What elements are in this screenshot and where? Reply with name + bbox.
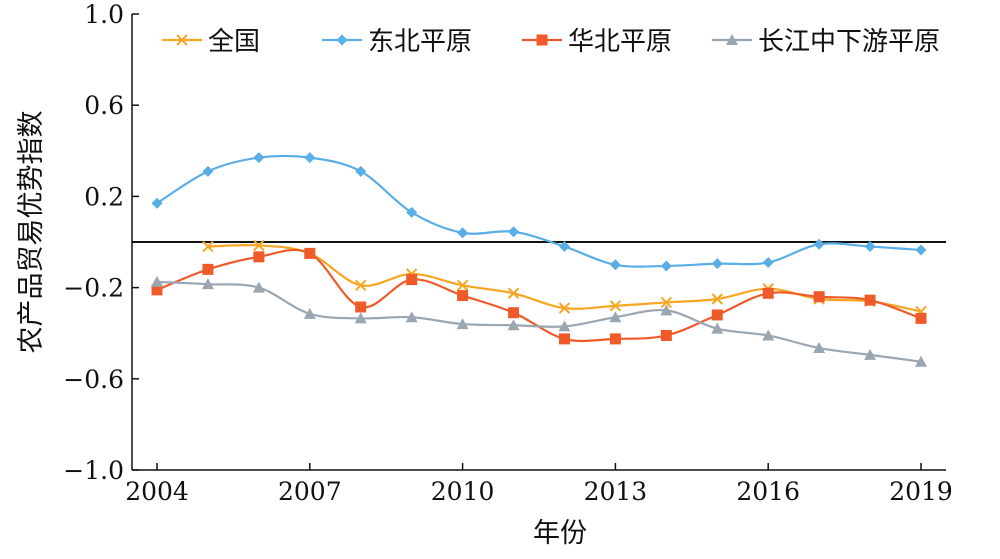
series-1-point [151, 197, 163, 209]
legend-item: 华北平原 [522, 27, 672, 57]
series-3-point [354, 312, 367, 324]
series-1-point [202, 165, 214, 177]
series-0-point [456, 279, 469, 292]
series-1-point [813, 238, 825, 250]
series-3-line [156, 280, 922, 363]
legend-item: 长江中下游平原 [712, 27, 940, 57]
legend-swatch-marker [536, 34, 548, 46]
legend: 全国 东北平原 华北平原 长江中下游平原 [162, 27, 940, 57]
series-0-point [660, 296, 673, 309]
y-axis-title: 农产品贸易优势指数 [16, 111, 47, 354]
series-1-line [156, 154, 922, 268]
series-0-point [202, 240, 214, 253]
series-1-point [660, 260, 672, 272]
series-3-point [609, 311, 622, 323]
legend-label: 东北平原 [368, 27, 472, 57]
series-1 [151, 152, 927, 272]
legend-swatch-marker [336, 34, 348, 46]
series-1-point [457, 227, 469, 239]
x-axis-title: 年份 [533, 518, 587, 549]
legend-swatch-marker [726, 34, 738, 45]
series-1-point [609, 259, 621, 271]
series-1-point [558, 241, 570, 253]
series-1-point [864, 241, 876, 253]
series-0-point [558, 302, 571, 314]
series-3-point [201, 278, 214, 290]
series-2-point [915, 312, 927, 324]
series-1-point [508, 226, 520, 238]
series-3-point [864, 348, 877, 360]
series-3-point [151, 275, 163, 287]
series-1-point [406, 206, 418, 218]
series-2-point [660, 329, 672, 341]
series-2-point [813, 291, 825, 303]
series-2-point [151, 284, 163, 296]
x-tick-label: 2019 [889, 477, 953, 506]
series-0-point [609, 300, 622, 312]
series-2-line [156, 248, 922, 343]
series-2-point [253, 251, 265, 263]
series-2-point [558, 333, 570, 345]
series-0-point [355, 279, 367, 292]
axes [131, 14, 946, 471]
x-tick-label: 2004 [125, 477, 189, 506]
x-tick-label: 2016 [736, 477, 800, 506]
series-1-point [711, 258, 723, 270]
series-2-point [457, 290, 469, 302]
series-2-point [711, 309, 723, 321]
series-2-point [609, 333, 621, 345]
series-2-point [406, 274, 418, 286]
series-3-point [558, 320, 571, 332]
series-3-point [303, 307, 316, 319]
y-tick-label: −1.0 [63, 456, 124, 485]
legend-item: 全国 [162, 27, 260, 57]
series-3 [151, 275, 927, 367]
x-tick-label: 2013 [584, 477, 648, 506]
series-3-point [507, 319, 520, 331]
x-tick-label: 2007 [278, 477, 342, 506]
series-0-point [253, 239, 265, 252]
legend-item: 东北平原 [322, 27, 472, 57]
legend-label: 全国 [208, 27, 260, 57]
y-tick-label: 0.2 [84, 182, 124, 211]
series-3-point [915, 355, 927, 367]
series-3-point [660, 304, 673, 316]
series-1-point [762, 257, 774, 269]
series-3-point [252, 281, 265, 293]
series-2-point [864, 294, 876, 306]
y-tick-label: −0.6 [63, 365, 124, 394]
y-ticks: 1.0 0.6 0.2 −0.2 −0.6 −1.0 [63, 0, 139, 485]
series-2-point [202, 263, 214, 275]
x-ticks: 2004 2007 2010 2013 2016 2019 [125, 463, 953, 506]
series-2 [151, 247, 927, 345]
y-tick-label: −0.2 [63, 274, 124, 303]
legend-label: 长江中下游平原 [758, 27, 940, 57]
y-tick-label: 0.6 [84, 91, 124, 120]
series-2-point [304, 247, 316, 259]
series-1-point [253, 152, 265, 164]
legend-label: 华北平原 [568, 27, 672, 57]
series-1-point [304, 152, 316, 164]
series-layer [151, 152, 927, 367]
series-0-point [507, 287, 520, 300]
y-tick-label: 1.0 [84, 0, 124, 29]
series-0-point [711, 293, 723, 305]
series-1-point [915, 244, 927, 256]
x-tick-label: 2010 [431, 477, 495, 506]
series-2-point [762, 287, 774, 299]
legend-swatch-marker [176, 34, 188, 46]
series-3-point [456, 318, 469, 330]
series-2-point [355, 301, 367, 313]
series-2-point [508, 307, 520, 319]
series-1-point [355, 165, 367, 177]
series-3-point [711, 322, 724, 334]
series-3-point [813, 342, 826, 354]
series-3-point [762, 329, 775, 341]
series-3-point [405, 311, 418, 323]
